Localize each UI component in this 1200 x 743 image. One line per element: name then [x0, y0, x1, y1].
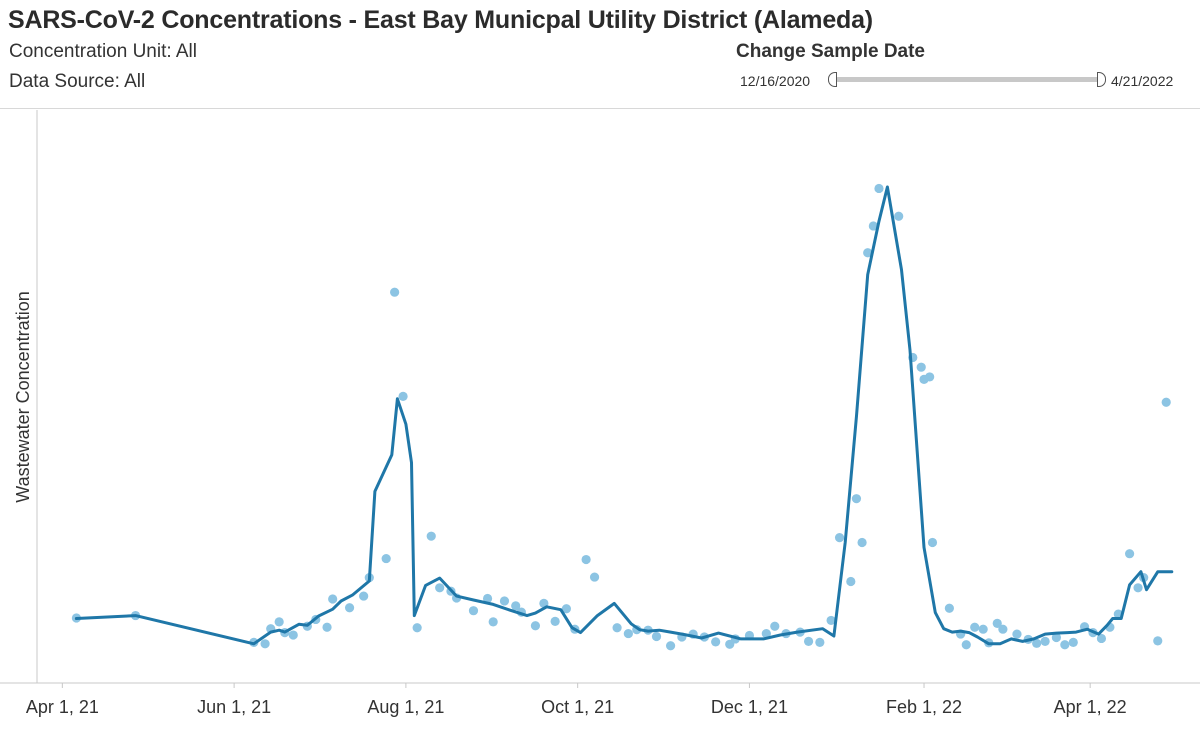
data-point [623, 628, 633, 639]
data-point [803, 636, 814, 646]
data-point [651, 631, 662, 642]
data-point [925, 372, 935, 382]
x-tick-label: Jun 1, 21 [197, 697, 271, 717]
x-tick-label: Feb 1, 22 [886, 697, 962, 717]
data-point [398, 391, 408, 402]
data-point [944, 603, 954, 613]
data-point [589, 572, 600, 582]
x-tick-label: Dec 1, 21 [711, 697, 788, 717]
data-point [612, 623, 622, 633]
data-point [426, 531, 436, 541]
x-tick-label: Aug 1, 21 [367, 697, 444, 717]
data-point [826, 615, 836, 626]
data-point [359, 591, 369, 601]
data-point [550, 616, 560, 627]
data-point [863, 248, 873, 258]
data-point [1032, 638, 1042, 648]
data-point [815, 637, 825, 647]
data-point [770, 621, 780, 631]
data-point [998, 624, 1008, 634]
data-point [846, 576, 856, 587]
data-point [874, 183, 884, 194]
data-point [274, 617, 284, 627]
x-tick-label: Apr 1, 22 [1054, 697, 1127, 717]
date-range-start-handle[interactable] [828, 72, 837, 87]
chart-axes [0, 110, 1200, 684]
data-point [482, 593, 493, 604]
data-point [561, 604, 572, 614]
data-point [511, 601, 521, 611]
data-point [970, 622, 980, 632]
concentration-unit-filter[interactable]: Concentration Unit: All [9, 41, 197, 62]
data-point [322, 622, 332, 632]
data-point [1125, 549, 1135, 559]
date-filter-title: Change Sample Date [736, 41, 925, 62]
trend-line [74, 185, 1174, 646]
header-divider [0, 108, 1200, 109]
data-point [1051, 632, 1061, 643]
data-point [894, 211, 904, 221]
data-point [1133, 583, 1143, 593]
data-point [927, 537, 938, 548]
date-range-slider-track[interactable] [836, 77, 1102, 82]
data-point [1060, 640, 1070, 650]
page-title: SARS-CoV-2 Concentrations - East Bay Mun… [8, 6, 873, 34]
data-point [328, 594, 338, 604]
data-point [916, 362, 926, 372]
data-point [1153, 636, 1163, 646]
data-point [868, 221, 878, 231]
data-point [857, 537, 867, 548]
date-range-end-handle[interactable] [1097, 72, 1106, 87]
data-point [1096, 633, 1107, 644]
x-tick-label: Oct 1, 21 [541, 697, 614, 717]
data-source-filter[interactable]: Data Source: All [9, 71, 146, 92]
data-point [1068, 637, 1078, 647]
data-point [711, 637, 721, 647]
data-point [468, 606, 479, 616]
data-point [260, 639, 270, 649]
data-point [390, 287, 400, 297]
data-point [581, 554, 591, 565]
chart-points [71, 183, 1171, 651]
data-point [961, 640, 971, 650]
data-point [1161, 397, 1171, 407]
chart-ticks: Apr 1, 21 Jun 1, 21 Aug 1, 21 Oct 1, 21 Dec … [26, 683, 1127, 717]
data-point [530, 621, 541, 631]
y-axis-label: Wastewater Concentration [13, 291, 33, 502]
chart-line [74, 185, 1174, 646]
data-point [665, 641, 676, 651]
date-filter-min-label: 12/16/2020 [740, 73, 811, 89]
data-point [851, 494, 862, 504]
data-point [761, 628, 771, 639]
data-point [834, 533, 845, 543]
x-tick-label: Apr 1, 21 [26, 697, 99, 717]
date-filter-max-label: 4/21/2022 [1111, 73, 1174, 89]
data-point [344, 603, 355, 613]
data-point [1012, 629, 1022, 639]
data-point [488, 617, 498, 627]
data-point [992, 618, 1002, 628]
data-point [978, 624, 988, 634]
data-point [412, 623, 422, 633]
data-point [499, 596, 510, 606]
data-point [288, 630, 298, 640]
data-point [435, 583, 445, 593]
data-point [1040, 636, 1050, 646]
data-point [381, 553, 391, 564]
